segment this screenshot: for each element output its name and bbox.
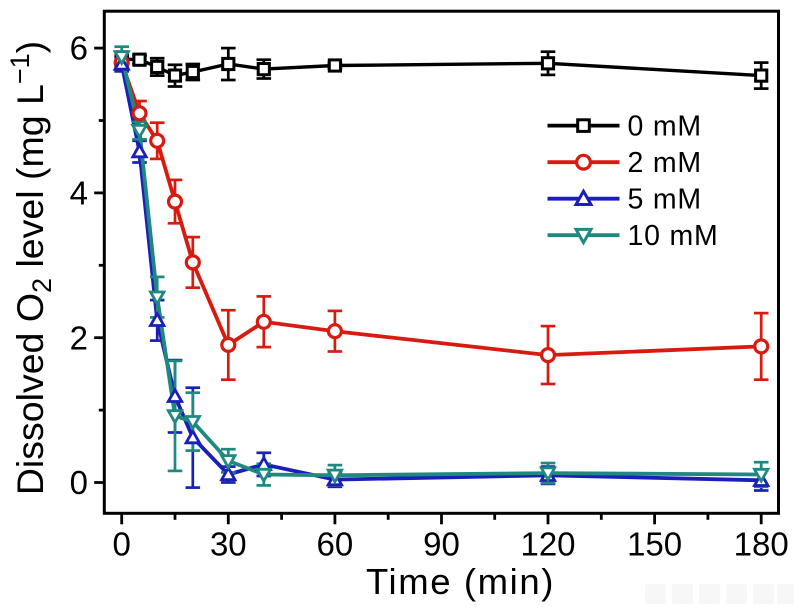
- svg-text:0: 0: [113, 525, 131, 562]
- svg-text:0: 0: [70, 464, 88, 501]
- svg-text:4: 4: [70, 175, 88, 212]
- svg-text:6: 6: [70, 30, 88, 67]
- svg-text:60: 60: [317, 525, 354, 562]
- svg-text:Time (min): Time (min): [366, 561, 555, 602]
- svg-text:30: 30: [210, 525, 247, 562]
- svg-text:Dissolved O2 level (mg L−1): Dissolved O2 level (mg L−1): [5, 41, 57, 495]
- svg-text:150: 150: [627, 525, 682, 562]
- svg-text:120: 120: [520, 525, 575, 562]
- svg-text:90: 90: [423, 525, 460, 562]
- svg-text:2: 2: [70, 319, 88, 356]
- svg-text:0 mM: 0 mM: [628, 111, 702, 143]
- svg-text:10 mM: 10 mM: [628, 220, 719, 252]
- svg-text:5 mM: 5 mM: [628, 184, 702, 216]
- svg-text:2 mM: 2 mM: [628, 147, 702, 179]
- svg-text:180: 180: [734, 525, 789, 562]
